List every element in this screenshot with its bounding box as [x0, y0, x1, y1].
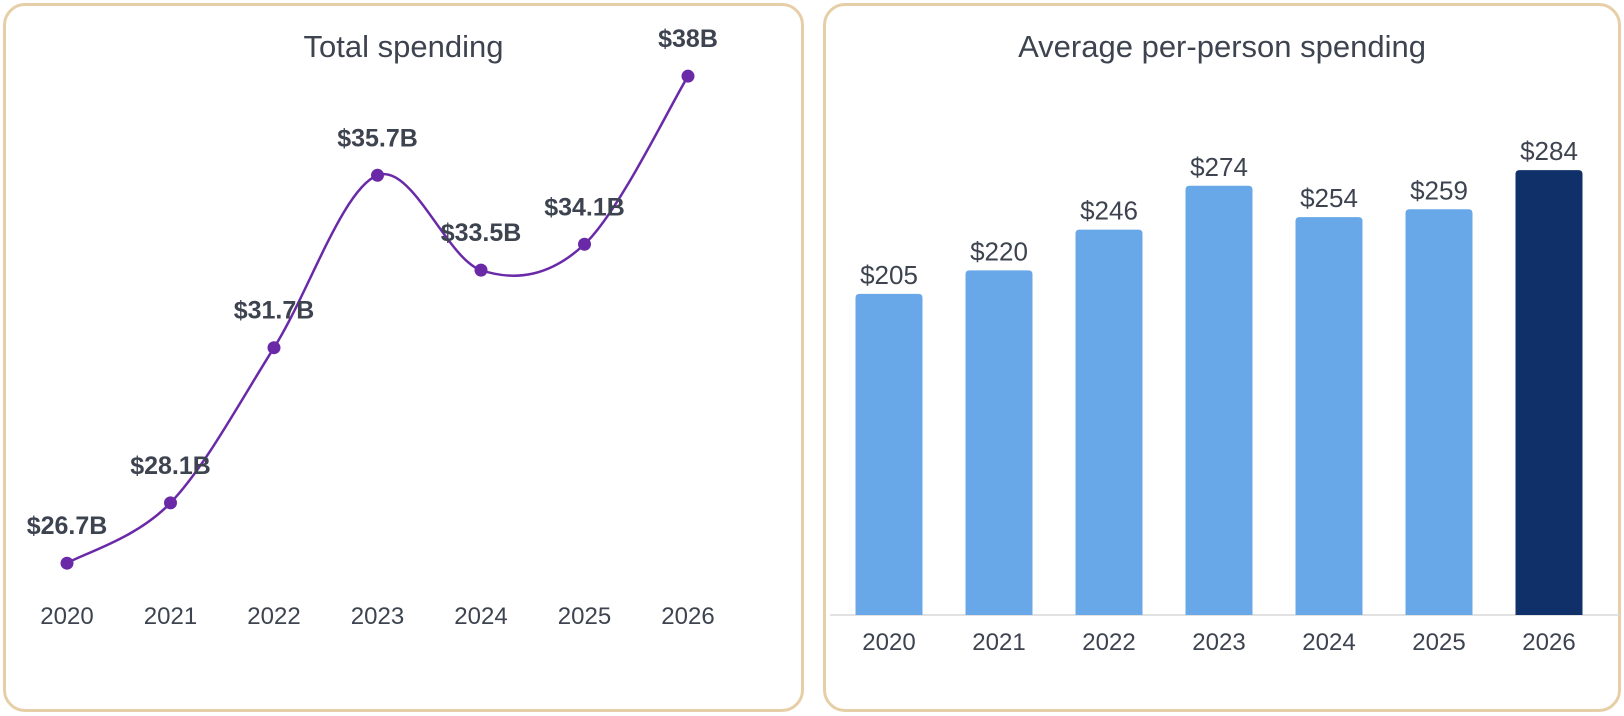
data-point: [371, 168, 384, 182]
data-label: $246: [1080, 196, 1138, 226]
data-point: [681, 69, 695, 83]
data-label: $254: [1300, 183, 1358, 213]
x-tick-label: 2024: [454, 603, 507, 630]
bar: [1405, 209, 1473, 615]
x-tick-label: 2022: [247, 603, 300, 630]
data-label: $34.1B: [544, 193, 625, 221]
bar: [1075, 229, 1143, 615]
x-tick-label: 2020: [862, 629, 915, 656]
bar: [1295, 217, 1363, 615]
data-point: [267, 341, 281, 355]
x-tick-label: 2026: [661, 603, 714, 630]
data-label: $28.1B: [130, 452, 211, 480]
data-label: $205: [860, 260, 918, 290]
x-tick-label: 2020: [40, 603, 93, 630]
data-label: $33.5B: [441, 219, 522, 247]
data-label: $220: [970, 236, 1028, 266]
x-tick-label: 2023: [1192, 629, 1245, 656]
data-point: [164, 496, 177, 510]
x-tick-label: 2022: [1082, 629, 1135, 656]
data-point: [474, 263, 488, 277]
x-tick-label: 2021: [144, 603, 197, 630]
x-tick-label: 2023: [351, 603, 404, 630]
data-label: $31.7B: [234, 297, 315, 325]
data-label: $259: [1410, 175, 1468, 205]
data-label: $35.7B: [337, 124, 418, 152]
per-person-spending-panel: Average per-person spending $205 2020 $220…: [823, 3, 1621, 712]
x-tick-label: 2025: [558, 603, 611, 630]
x-tick-label: 2021: [972, 629, 1025, 656]
x-tick-label: 2026: [1522, 629, 1575, 656]
x-tick-label: 2025: [1412, 629, 1465, 656]
data-label: $26.7B: [27, 512, 108, 540]
data-point: [60, 556, 74, 570]
data-label: $274: [1190, 152, 1248, 182]
data-label: $284: [1520, 136, 1578, 166]
total-spending-line-chart: $26.7B 2020 $28.1B 2021 $31.7B 2022 $35.7B 2023…: [27, 25, 718, 630]
chart-title: Total spending: [303, 29, 504, 64]
per-person-spending-bar-chart: $205 2020 $220 2021 $246 2022 $274 2023 $254 2024…: [830, 136, 1620, 656]
data-label: $38B: [658, 25, 718, 53]
bar: [855, 293, 923, 615]
bar: [1515, 170, 1583, 615]
bar: [965, 270, 1033, 615]
total-spending-panel: Total spending $26.7B 2020 $28.1B 2021 $31.7…: [3, 3, 804, 712]
x-tick-label: 2024: [1302, 629, 1355, 656]
data-point: [578, 237, 591, 251]
chart-title: Average per-person spending: [1018, 29, 1426, 64]
bar: [1185, 185, 1253, 615]
